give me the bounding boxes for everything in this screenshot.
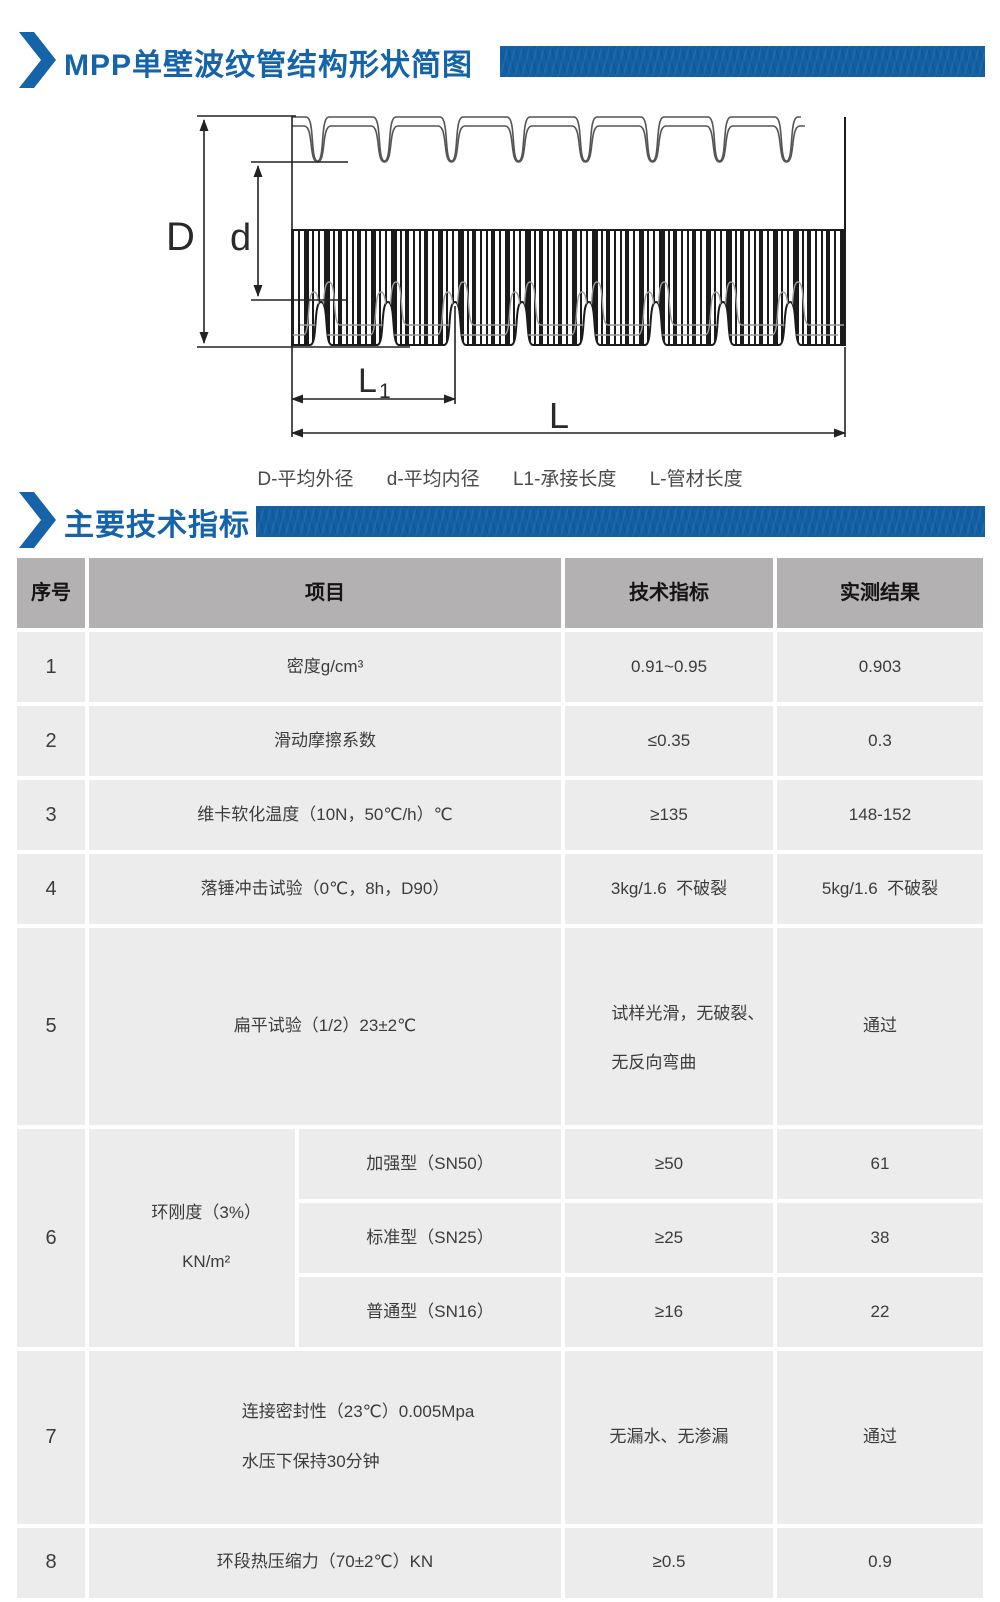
chevron-right-icon (19, 32, 56, 88)
cell-result: 38 (777, 1203, 983, 1274)
item-line-1: 环刚度（3%） (151, 1203, 261, 1223)
caption-d: d-平均内径 (386, 469, 480, 490)
cell-result: 61 (777, 1129, 983, 1200)
cell-result: 148-152 (777, 780, 983, 850)
cell-item: 连接密封性（23℃）0.005Mpa 水压下保持30分钟 (89, 1351, 561, 1524)
cell-spec: ≥50 (565, 1129, 773, 1200)
table-row-1: 1 密度g/cm³ 0.91~0.95 0.903 (17, 632, 983, 702)
cell-result: 通过 (777, 1351, 983, 1524)
pipe-top-corrugation (292, 116, 805, 163)
cell-item: 密度g/cm³ (89, 632, 561, 702)
cell-spec: 3kg/1.6 不破裂 (565, 854, 773, 924)
table-row-2: 2 滑动摩擦系数 ≤0.35 0.3 (17, 706, 983, 776)
spec-table: 序号 项目 技术指标 实测结果 1 密度g/cm³ 0.91~0.95 0.90… (13, 554, 987, 1602)
cell-no: 5 (17, 928, 85, 1126)
header-item: 项目 (89, 558, 561, 628)
item-line-2: 水压下保持30分钟 (241, 1451, 380, 1471)
label-d: d (230, 217, 251, 259)
chevron-right-icon (19, 492, 56, 548)
table-row-7: 7 连接密封性（23℃）0.005Mpa 水压下保持30分钟 无漏水、无渗漏 通… (17, 1351, 983, 1524)
label-L1-subscript: 1 (379, 380, 391, 403)
cell-no: 3 (17, 780, 85, 850)
section-title-specs: 主要技术指标 (64, 509, 250, 542)
cell-spec: ≥0.5 (565, 1527, 773, 1598)
cell-result: 22 (777, 1277, 983, 1348)
table-row-8: 8 环段热压缩力（70±2℃）KN ≥0.5 0.9 (17, 1527, 983, 1598)
pipe-structure-diagram: D d L 1 L (166, 115, 846, 438)
cell-spec: ≥135 (565, 780, 773, 850)
cell-spec: ≥25 (565, 1203, 773, 1274)
cell-result: 5kg/1.6 不破裂 (777, 854, 983, 924)
cell-no: 2 (17, 706, 85, 776)
table-row-4: 4 落锤冲击试验（0℃，8h，D90） 3kg/1.6 不破裂 5kg/1.6 … (17, 854, 983, 924)
caption-L: L-管材长度 (649, 469, 743, 490)
header-no: 序号 (17, 558, 85, 628)
cell-result: 0.903 (777, 632, 983, 702)
cell-spec: ≤0.35 (565, 706, 773, 776)
table-row-3: 3 维卡软化温度（10N，50℃/h）℃ ≥135 148-152 (17, 780, 983, 850)
spec-line-1: 试样光滑，无破裂、 (611, 1003, 765, 1023)
table-row-5: 5 扁平试验（1/2）23±2℃ 试样光滑，无破裂、 无反向弯曲 通过 (17, 928, 983, 1126)
spec-line-2: 无反向弯曲 (611, 1053, 697, 1073)
cell-spec: 0.91~0.95 (565, 632, 773, 702)
cell-no: 1 (17, 632, 85, 702)
header-spec: 技术指标 (565, 558, 773, 628)
section-header-specs: 主要技术指标 (0, 492, 1000, 552)
cell-spec: 无漏水、无渗漏 (565, 1351, 773, 1524)
diagram-caption: D-平均外径 d-平均内径 L1-承接长度 L-管材长度 (0, 464, 1000, 491)
cell-subitem: 普通型（SN16） (299, 1277, 561, 1348)
header-result: 实测结果 (777, 558, 983, 628)
section-header-structure: MPP单壁波纹管结构形状简图 (0, 32, 1000, 92)
item-line-2: KN/m² (182, 1252, 231, 1272)
caption-L1: L1-承接长度 (512, 469, 617, 490)
cell-item: 扁平试验（1/2）23±2℃ (89, 928, 561, 1126)
cell-spec: 试样光滑，无破裂、 无反向弯曲 (565, 928, 773, 1126)
cell-subitem: 加强型（SN50） (299, 1129, 561, 1200)
cell-no: 4 (17, 854, 85, 924)
cell-no: 8 (17, 1527, 85, 1598)
table-row-6a: 6 环刚度（3%） KN/m² 加强型（SN50） ≥50 61 (17, 1129, 983, 1348)
section-title-structure: MPP单壁波纹管结构形状简图 (64, 49, 474, 82)
label-L1: L (358, 362, 377, 400)
caption-D: D-平均外径 (257, 469, 354, 490)
cell-no: 6 (17, 1129, 85, 1348)
section-decoration-bar (256, 506, 985, 537)
cell-item-group: 环刚度（3%） KN/m² (89, 1129, 295, 1348)
section-decoration-bar (500, 46, 985, 77)
cell-item: 环段热压缩力（70±2℃）KN (89, 1527, 561, 1598)
label-L: L (549, 395, 569, 436)
cell-item: 滑动摩擦系数 (89, 706, 561, 776)
cell-item: 落锤冲击试验（0℃，8h，D90） (89, 854, 561, 924)
table-row-6b: 标准型（SN25） ≥25 38 (17, 1203, 983, 1274)
cell-spec: ≥16 (565, 1277, 773, 1348)
cell-item: 维卡软化温度（10N，50℃/h）℃ (89, 780, 561, 850)
table-header-row: 序号 项目 技术指标 实测结果 (17, 558, 983, 628)
cell-result: 0.9 (777, 1527, 983, 1598)
table-row-6c: 普通型（SN16） ≥16 22 (17, 1277, 983, 1348)
cell-no: 7 (17, 1351, 85, 1524)
cell-subitem: 标准型（SN25） (299, 1203, 561, 1274)
pipe-lower-band (291, 229, 846, 346)
cell-result: 通过 (777, 928, 983, 1126)
dimension-lines (197, 115, 846, 438)
label-D: D (166, 215, 195, 259)
item-line-1: 连接密封性（23℃）0.005Mpa (241, 1402, 475, 1422)
cell-result: 0.3 (777, 706, 983, 776)
